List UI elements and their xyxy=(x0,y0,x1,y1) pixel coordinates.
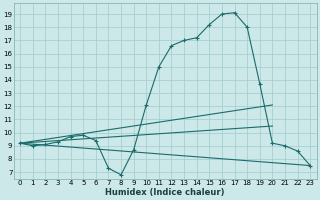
X-axis label: Humidex (Indice chaleur): Humidex (Indice chaleur) xyxy=(106,188,225,197)
